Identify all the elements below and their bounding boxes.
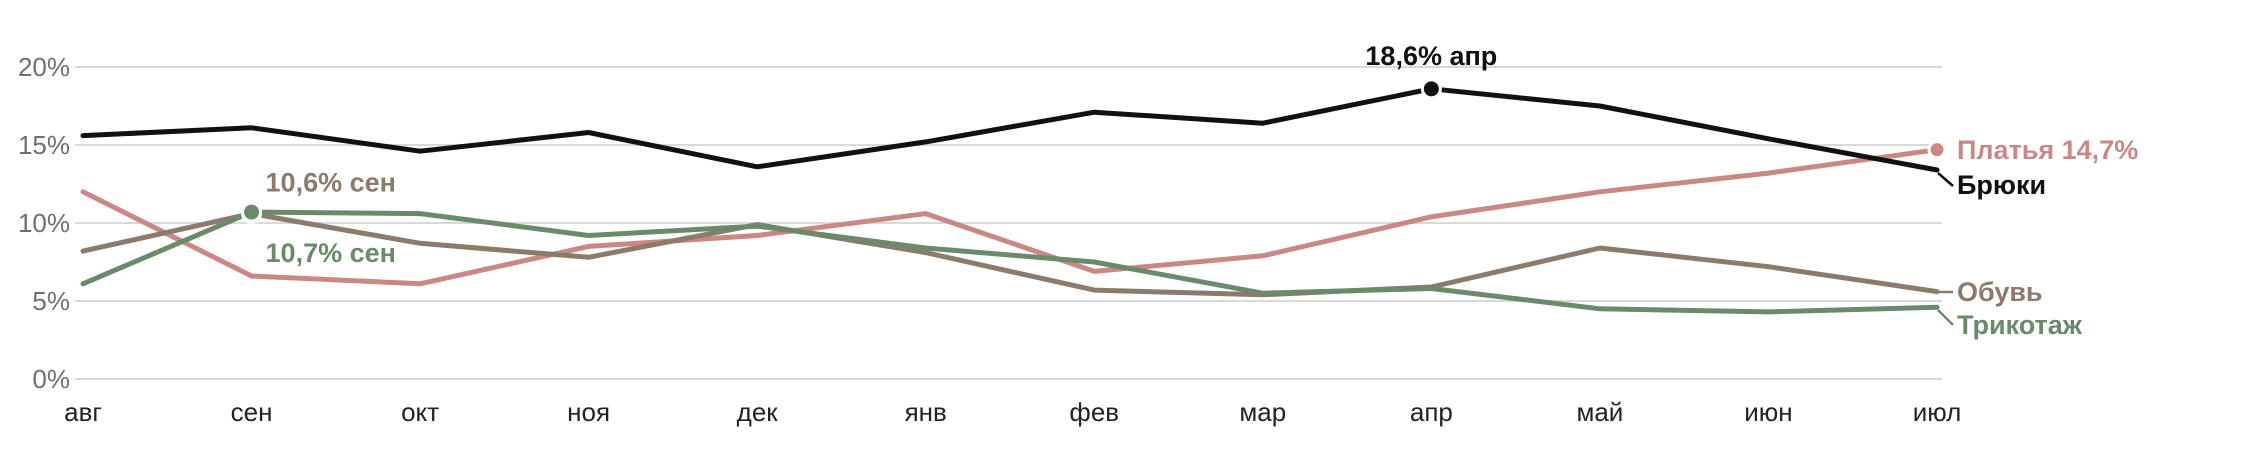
end-label: Платья 14,7% bbox=[1957, 135, 2138, 165]
end-point-dresses bbox=[1927, 140, 1947, 160]
annotation-label: 10,6% сен bbox=[266, 168, 396, 198]
x-tick-label: июл bbox=[1913, 397, 1962, 427]
series-line-2 bbox=[80, 211, 1940, 298]
series-line-1 bbox=[80, 147, 1940, 287]
end-label: Трикотаж bbox=[1957, 310, 2083, 340]
series-line-0 bbox=[80, 86, 1940, 173]
x-tick-label: окт bbox=[401, 397, 439, 427]
y-tick-label: 10% bbox=[18, 208, 70, 238]
series-lines bbox=[80, 86, 1940, 315]
x-tick-label: мар bbox=[1239, 397, 1286, 427]
series-labels: 18,6% апр 10,6% сен 10,7% сен Платья 14,7% Б… bbox=[266, 41, 2139, 340]
y-axis-ticks: 0% 5% 10% 15% 20% bbox=[18, 52, 70, 394]
y-tick-label: 15% bbox=[18, 130, 70, 160]
annotation-label: 10,7% сен bbox=[266, 238, 396, 268]
end-label: Обувь bbox=[1957, 277, 2043, 307]
series-line-3 bbox=[80, 209, 1940, 315]
x-tick-label: фев bbox=[1069, 397, 1119, 427]
end-label-leader bbox=[1937, 309, 1954, 326]
y-tick-label: 0% bbox=[32, 364, 70, 394]
annotation-label: 18,6% апр bbox=[1365, 41, 1497, 71]
highlight-point bbox=[1420, 78, 1442, 100]
x-tick-label: ноя bbox=[567, 397, 610, 427]
end-label-leader bbox=[1937, 172, 1954, 187]
x-tick-label: дек bbox=[737, 397, 779, 427]
x-axis-ticks: авг сен окт ноя дек янв фев мар апр май июн июл bbox=[64, 397, 1961, 427]
x-tick-label: май bbox=[1576, 397, 1623, 427]
y-tick-label: 5% bbox=[32, 286, 70, 316]
x-tick-label: июн bbox=[1744, 397, 1792, 427]
grid-lines bbox=[75, 66, 1942, 380]
x-tick-label: сен bbox=[231, 397, 273, 427]
x-tick-label: апр bbox=[1410, 397, 1453, 427]
end-label: Брюки bbox=[1957, 170, 2046, 200]
x-tick-label: янв bbox=[905, 397, 947, 427]
y-tick-label: 20% bbox=[18, 52, 70, 82]
x-tick-label: авг bbox=[64, 397, 102, 427]
highlight-markers bbox=[241, 78, 1947, 225]
highlight-point bbox=[241, 201, 263, 223]
